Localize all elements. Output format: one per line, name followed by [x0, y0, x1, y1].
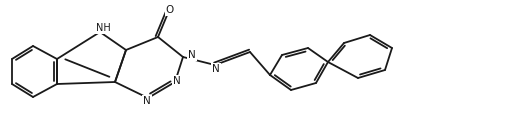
Text: O: O [166, 5, 174, 15]
Text: N: N [143, 96, 150, 106]
Text: N: N [188, 50, 195, 60]
Text: N: N [173, 76, 180, 86]
Text: NH: NH [95, 23, 110, 33]
Text: N: N [212, 64, 220, 74]
